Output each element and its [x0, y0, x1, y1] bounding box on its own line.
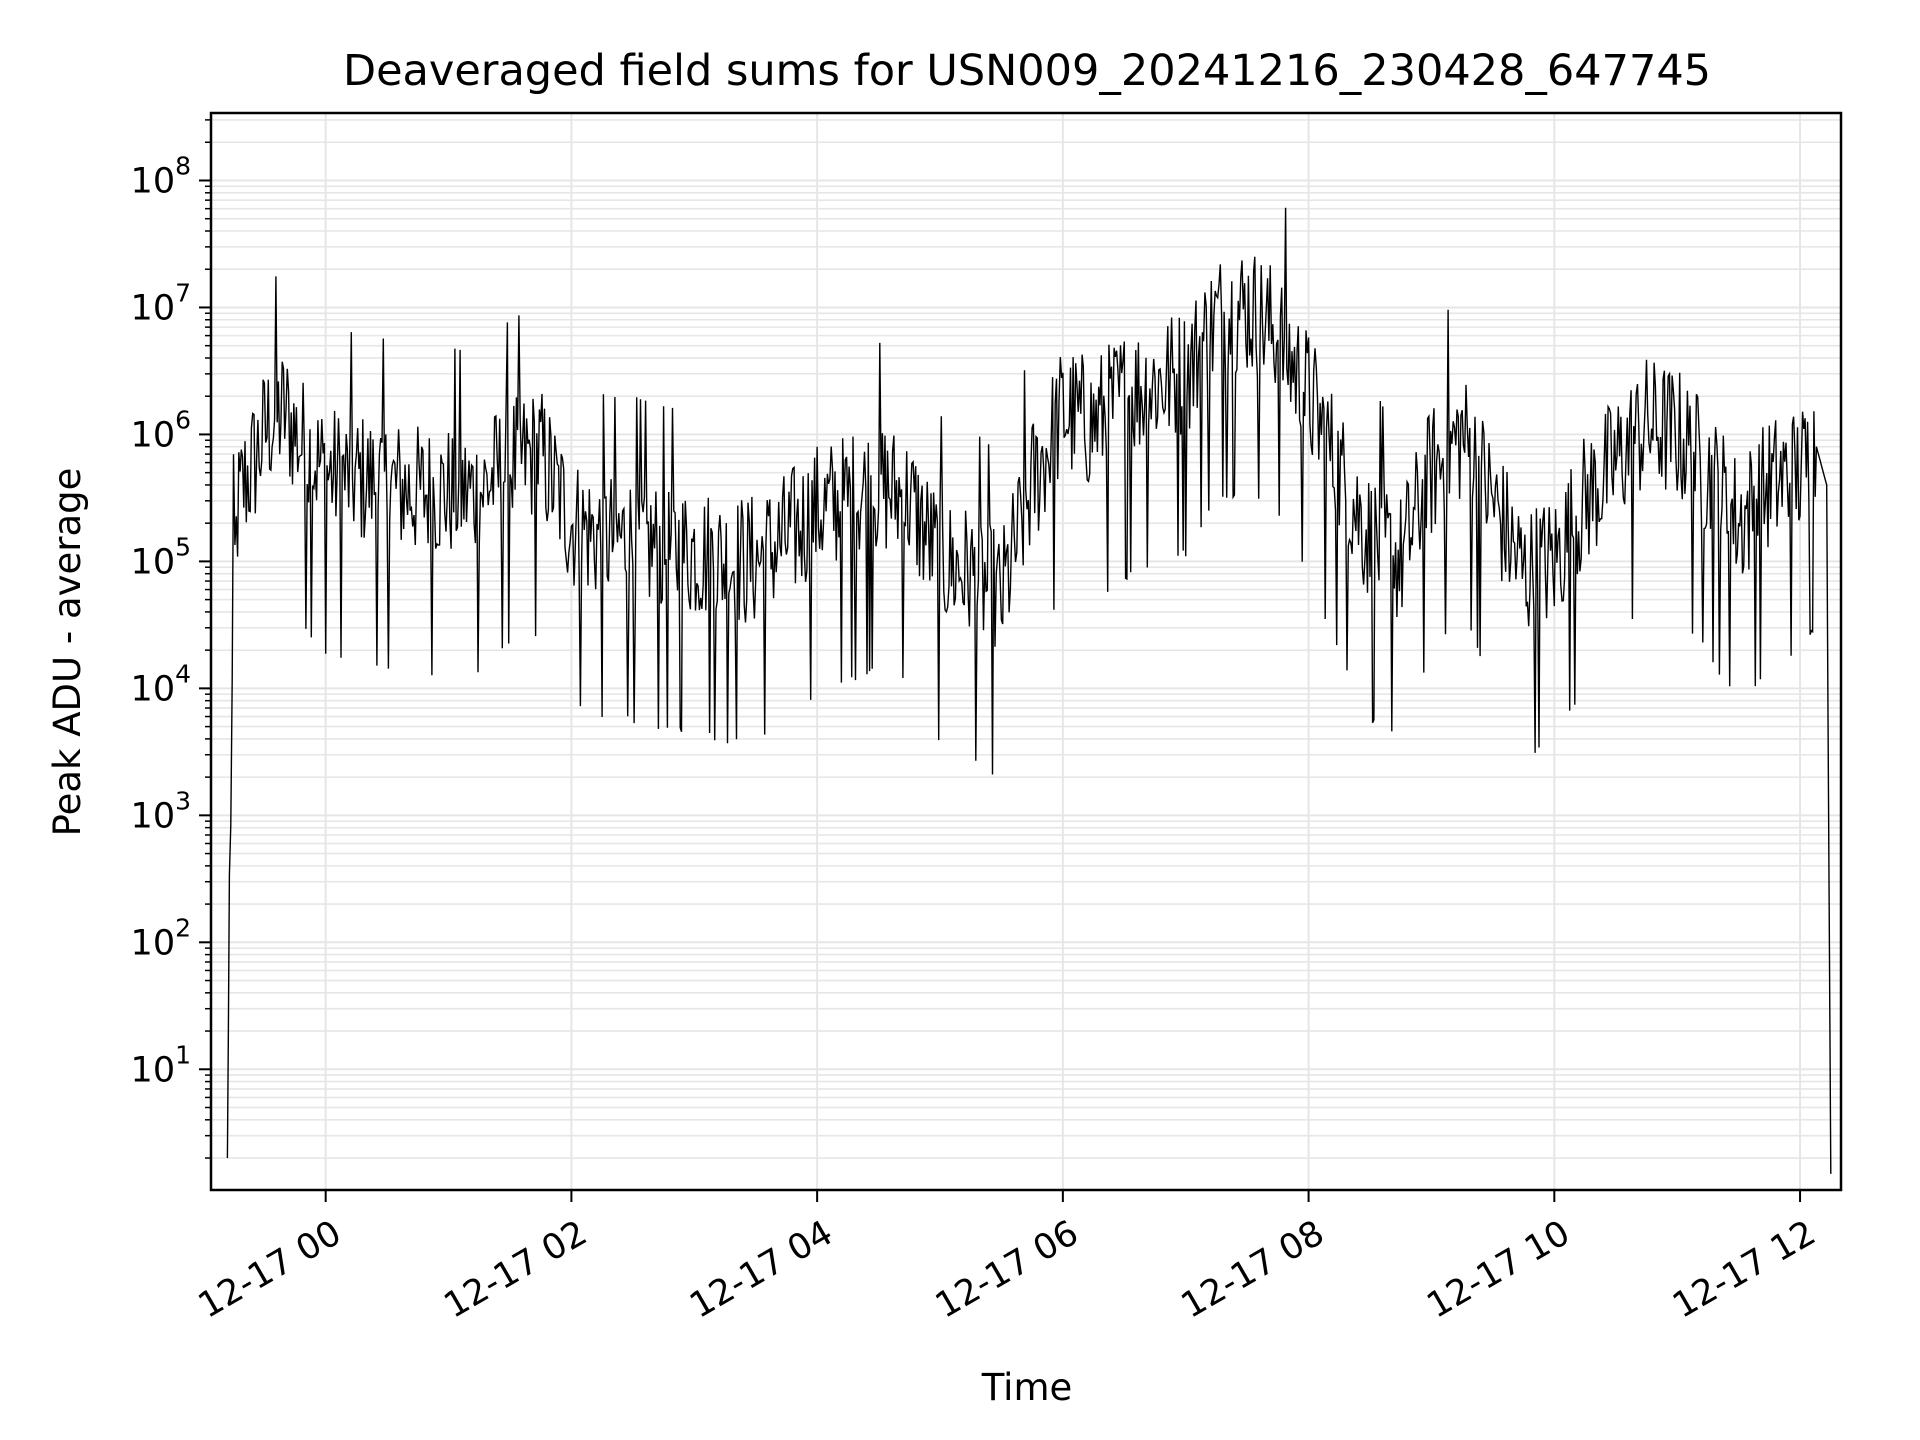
x-tick-label: 12-17 02	[438, 1213, 594, 1326]
y-tick-label: 107	[131, 278, 191, 328]
y-tick-label: 102	[131, 913, 191, 963]
y-tick-label: 104	[131, 659, 191, 709]
y-tick-label: 106	[131, 405, 191, 455]
series-line	[226, 207, 1832, 1174]
x-tick-label: 12-17 08	[1175, 1213, 1331, 1326]
y-axis-label: Peak ADU - average	[46, 468, 89, 837]
x-axis-ticks: 12-17 00 12-17 02 12-17 04 12-17 06 12-17 08…	[192, 1190, 1823, 1326]
x-tick-label: 12-17 06	[929, 1213, 1085, 1326]
chart-title: Deaveraged field sums for USN009_2024121…	[343, 46, 1711, 96]
x-tick-label: 12-17 04	[683, 1213, 839, 1326]
y-axis-ticks: 101 102 103 104 105 106 107 108	[131, 119, 211, 1159]
x-axis-label: Time	[981, 1366, 1073, 1409]
data-series	[226, 207, 1832, 1174]
x-tick-label: 12-17 00	[192, 1213, 348, 1326]
y-tick-label: 103	[131, 786, 191, 836]
y-tick-label: 105	[131, 532, 191, 582]
y-tick-label: 101	[131, 1040, 191, 1090]
y-tick-label: 108	[131, 151, 191, 201]
x-tick-label: 12-17 12	[1666, 1213, 1822, 1326]
x-tick-label: 12-17 10	[1421, 1213, 1577, 1326]
grid-lines	[211, 113, 1841, 1190]
plot-frame	[209, 111, 1843, 1192]
